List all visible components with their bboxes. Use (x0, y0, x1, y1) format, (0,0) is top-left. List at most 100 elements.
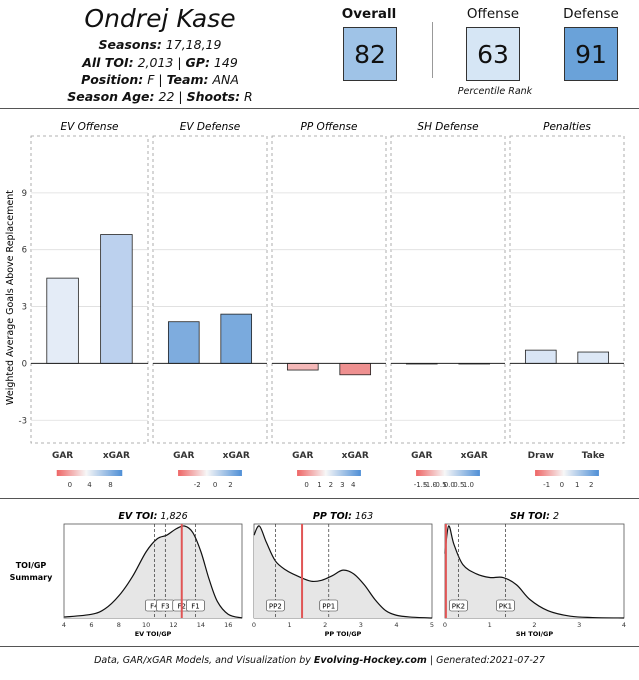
bar-draw (524, 349, 557, 364)
legend-tick-label: -1.0 (423, 481, 437, 489)
position-line: Position: F | Team: ANA (50, 71, 270, 89)
x-tick-label: GAR (411, 451, 432, 461)
seasons-value: 17,18,19 (161, 37, 222, 52)
legend-tick-label: 2 (589, 481, 593, 489)
legend-tick-label: -2 (194, 481, 201, 489)
color-legend-bar (416, 470, 480, 476)
gp-value: 149 (209, 55, 238, 70)
toi-panel-title: EV TOI: 1,826 (118, 511, 187, 522)
x-tick-label: 1 (288, 621, 292, 629)
x-tick-label: 5 (430, 621, 434, 629)
team-value: ANA (208, 72, 239, 87)
legend-tick-label: 1.0 (463, 481, 474, 489)
legend-tick-label: 1 (317, 481, 321, 489)
panel-title: SH Defense (417, 121, 478, 133)
x-tick-label: Take (582, 451, 605, 461)
gp-label: GP: (185, 55, 210, 70)
panel-title: EV Defense (180, 121, 240, 133)
x-axis-label: PP TOI/GP (325, 630, 362, 638)
player-name: Ondrej Kase (84, 4, 236, 33)
panel-frame (30, 135, 149, 444)
defense-score-box: 91 (564, 27, 618, 81)
footer-suffix: | Generated:2021-07-27 (426, 655, 545, 666)
percentile-note: Percentile Rank (457, 86, 533, 97)
bar-gar (46, 277, 79, 364)
x-axis-label: SH TOI/GP (516, 630, 553, 638)
age-value: 22 | (154, 89, 187, 104)
panel-frame (390, 135, 506, 444)
gar-bar-chart: Weighted Average Goals Above Replacement… (5, 121, 625, 489)
toi-panel-title: PP TOI: 163 (313, 511, 373, 522)
line-marker-label: F4 (150, 602, 159, 610)
density-line (63, 525, 243, 619)
position-label: Position: (81, 72, 144, 87)
legend-tick-label: 0 (304, 481, 308, 489)
x-tick-label: 8 (117, 621, 121, 629)
x-tick-label: GAR (292, 451, 313, 461)
toi-panel-2: SH TOI: 2 PK2 PK1 0 1 2 3 4 SH TOI/GP (443, 511, 626, 638)
panel-frame (509, 135, 625, 444)
legend-tick-label: 0 (68, 481, 72, 489)
legend-tick-label: 4 (87, 481, 92, 489)
panel-title: PP Offense (301, 121, 358, 133)
bar-panel-ev-defense: EV Defense GAR xGAR -2 0 2 (152, 121, 268, 489)
x-tick-label: GAR (173, 451, 194, 461)
color-legend-bar (56, 470, 123, 476)
bar-gar (167, 321, 200, 364)
bar-take (577, 351, 610, 364)
shoots-label: Shoots: (186, 89, 241, 104)
color-legend-bar (535, 470, 599, 476)
legend-tick-label: 1 (575, 481, 579, 489)
color-legend-bar (297, 470, 361, 476)
density-area (64, 525, 242, 618)
line-marker-label: PP1 (322, 602, 335, 610)
y-tick-label: 3 (22, 303, 27, 313)
toi-panel-title: SH TOI: 2 (510, 511, 559, 522)
x-tick-label: xGAR (342, 451, 369, 461)
color-legend-bar (178, 470, 242, 476)
chart-divider (0, 498, 639, 499)
x-tick-label: 3 (577, 621, 581, 629)
x-tick-label: xGAR (223, 451, 250, 461)
x-tick-label: 4 (394, 621, 398, 629)
density-line (253, 525, 433, 619)
x-tick-label: GAR (52, 451, 73, 461)
overall-score-box: 82 (343, 27, 397, 81)
age-label: Season Age: (67, 89, 155, 104)
legend-tick-label: -1.5 (414, 481, 428, 489)
offense-score-box: 63 (466, 27, 520, 81)
x-tick-label: Draw (528, 451, 554, 461)
bar-xgar (100, 234, 133, 364)
row-label: Summary (10, 573, 53, 582)
panel-frame (271, 135, 387, 444)
row-label: TOI/GP (16, 561, 47, 570)
defense-label: Defense (563, 6, 619, 22)
toi-panel-0: EV TOI: 1,826F4F3F2F146810121416EV TOI/G… (62, 511, 243, 638)
legend-tick-label: 3 (340, 481, 344, 489)
position-value: F | (143, 72, 167, 87)
x-tick-label: xGAR (103, 451, 130, 461)
line-marker-tag (449, 599, 468, 612)
legend-tick-label: -1 (543, 481, 550, 489)
legend-tick-label: 0.0 (444, 481, 455, 489)
y-axis-label: Weighted Average Goals Above Replacement (5, 190, 16, 405)
density-area (254, 525, 432, 618)
x-tick-label: 4 (622, 621, 626, 629)
x-axis-label: EV TOI/GP (135, 630, 172, 638)
density-line (444, 525, 625, 619)
legend-tick-label: 0.5 (453, 481, 464, 489)
header-divider (0, 108, 639, 109)
x-tick-label: 12 (169, 621, 177, 629)
bar-panel-ev-offense: EV Offense GAR xGAR 0 4 8 (30, 121, 149, 489)
toi-panel-1: PP TOI: 163 PP2 PP1 0 1 2 3 4 5 PP TOI/GP (252, 511, 434, 638)
legend-tick-label: 2 (329, 481, 333, 489)
y-tick-label: 6 (22, 246, 27, 256)
x-tick-label: 3 (359, 621, 363, 629)
toi-line: All TOI: 2,013 | GP: 149 (50, 54, 270, 72)
panel-title: Penalties (543, 121, 591, 133)
seasons-line: Seasons: 17,18,19 (50, 36, 270, 54)
x-tick-label: xGAR (461, 451, 488, 461)
x-tick-label: 0 (443, 621, 447, 629)
y-tick-label: -3 (19, 416, 27, 426)
density-area (445, 525, 624, 618)
